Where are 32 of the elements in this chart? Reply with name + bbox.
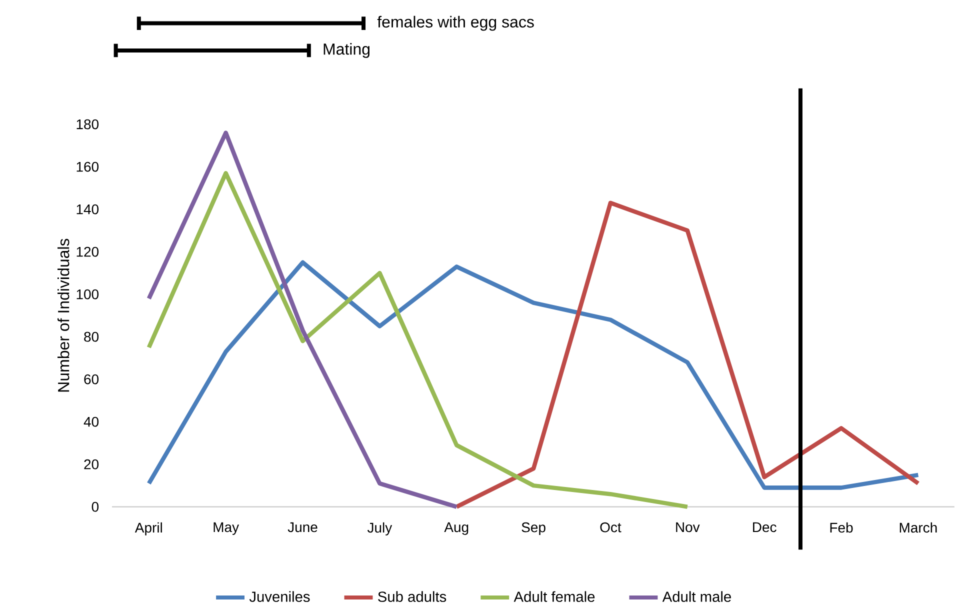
line-series (454, 200, 920, 510)
legend-label: Sub adults (378, 591, 446, 602)
x-tick-label: July (367, 522, 392, 536)
y-tick-label: 60 (84, 374, 99, 384)
y-tick-label: 40 (84, 416, 99, 427)
legend-label: Juveniles (249, 591, 310, 602)
x-tick-label: March (900, 522, 937, 533)
legend-label: Adult male (662, 591, 731, 602)
x-tick-label: Sep (522, 522, 546, 536)
y-tick-label: 0 (92, 502, 99, 512)
x-tick-label: Oct (600, 522, 622, 532)
text: females with egg sacs (377, 16, 534, 31)
text: Mating (324, 43, 370, 58)
y-tick-label: 180 (76, 119, 99, 130)
x-tick-label: June (288, 522, 318, 532)
y-tick-label: 100 (76, 289, 99, 300)
y-tick-label: 80 (84, 332, 99, 342)
line-series (146, 171, 690, 510)
x-tick-label: Dec (753, 522, 776, 532)
x-tick-label: Aug (444, 522, 468, 536)
legend-label: Adult female (514, 591, 595, 602)
x-tick-label: April (134, 522, 162, 536)
y-tick-label: 20 (84, 459, 99, 470)
x-tick-label: May (214, 522, 240, 536)
x-tick-label: Feb (830, 522, 853, 533)
y-tick-label: 140 (76, 204, 99, 214)
x-tick-label: Nov (676, 522, 700, 532)
line-series (146, 130, 459, 510)
y-axis-title: Number of Individuals (58, 238, 70, 392)
y-tick-label: 160 (76, 162, 99, 172)
line-series (146, 260, 920, 490)
y-tick-label: 120 (76, 246, 99, 257)
